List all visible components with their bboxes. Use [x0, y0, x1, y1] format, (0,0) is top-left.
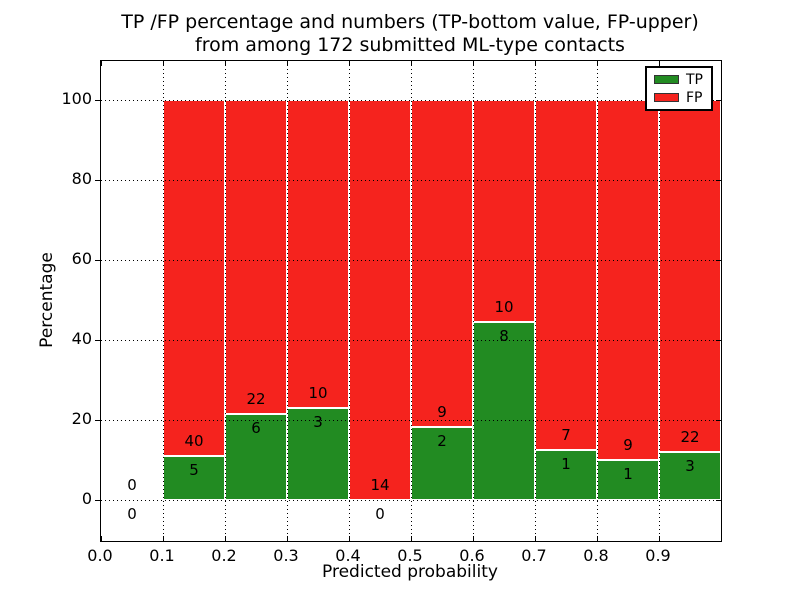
bar-segment-fp: [597, 100, 659, 460]
x-tick-label: 0.7: [521, 546, 547, 565]
y-tick-mark-right: [716, 420, 721, 421]
y-tick-label: 80: [71, 169, 92, 188]
bar-label-tp: 5: [189, 460, 199, 479]
bar-label-fp: 22: [246, 390, 266, 409]
x-tick-mark-top: [411, 61, 412, 66]
bar-segment-fp: [535, 100, 597, 450]
x-tick-mark-top: [163, 61, 164, 66]
bar-label-fp: 10: [494, 298, 514, 317]
y-axis-label: Percentage: [37, 252, 57, 348]
x-tick-mark-top: [287, 61, 288, 66]
y-tick-label: 40: [71, 329, 92, 348]
x-tick-mark: [535, 536, 536, 541]
chart-title-line1: TP /FP percentage and numbers (TP-bottom…: [121, 11, 699, 33]
legend-entry-tp: TP: [654, 73, 711, 87]
x-tick-mark: [163, 536, 164, 541]
legend: TP FP: [645, 66, 713, 111]
x-tick-mark-top: [473, 61, 474, 66]
y-gridline: [101, 500, 721, 501]
y-tick-mark: [95, 100, 100, 101]
bar-segment-fp: [411, 100, 473, 428]
y-tick-label: 100: [61, 89, 92, 108]
x-tick-mark: [659, 536, 660, 541]
x-tick-mark: [287, 536, 288, 541]
x-axis-label: Predicted probability: [322, 562, 498, 582]
bar-label-fp: 7: [561, 426, 571, 444]
bar-segment-tp: [597, 460, 659, 500]
y-tick-mark-right: [716, 180, 721, 181]
x-tick-label: 0.0: [87, 546, 113, 565]
tp-color-swatch: [654, 75, 679, 84]
bar-label-fp: 14: [370, 476, 390, 494]
bar-label-tp: 2: [437, 432, 447, 451]
bar-segment-fp: [287, 100, 349, 408]
y-tick-mark-right: [716, 340, 721, 341]
bar-label-tp: 8: [499, 327, 509, 346]
y-tick-label: 20: [71, 409, 92, 428]
x-tick-mark: [101, 536, 102, 541]
x-tick-label: 0.5: [397, 546, 423, 565]
x-tick-mark-top: [349, 61, 350, 66]
x-tick-mark-top: [535, 61, 536, 66]
x-tick-mark: [225, 536, 226, 541]
bar-label-tp: 1: [623, 465, 633, 483]
bar-segment-fp: [659, 100, 721, 452]
bar-label-fp: 0: [127, 476, 137, 494]
bar-label-tp: 6: [251, 419, 261, 438]
y-tick-mark-right: [716, 100, 721, 101]
bar-label-tp: 0: [375, 505, 385, 523]
legend-entry-fp: FP: [654, 91, 711, 105]
plot-area: 0 0 40 5 22 6 10 3 14 0 9 2 10 8 7 1 9 1 22 3: [95, 60, 722, 542]
bar-segment-tp: [225, 414, 287, 500]
y-tick-label: 0: [81, 489, 92, 508]
legend-label-fp: FP: [686, 89, 703, 106]
bar-label-fp: 10: [308, 383, 328, 402]
x-tick-label: 0.6: [459, 546, 485, 565]
fp-color-swatch: [654, 93, 679, 102]
bar-segment-tp: [163, 455, 225, 500]
y-tick-mark: [95, 180, 100, 181]
bar-label-tp: 3: [685, 457, 695, 475]
x-tick-label: 0.2: [211, 546, 237, 565]
bar-label-fp: 9: [437, 403, 447, 422]
bar-label-tp: 3: [313, 412, 323, 431]
x-tick-mark-top: [225, 61, 226, 66]
legend-label-tp: TP: [686, 71, 703, 88]
y-tick-mark: [95, 500, 100, 501]
bar-segment-fp: [163, 100, 225, 456]
bar-segment-tp: [473, 322, 535, 500]
bar-segment-fp: [473, 100, 535, 323]
bar-label-tp: 0: [127, 505, 137, 523]
bar-segment-fp: [349, 100, 411, 500]
y-tick-mark: [95, 340, 100, 341]
bar-segment-fp: [225, 100, 287, 415]
y-tick-mark-right: [716, 260, 721, 261]
x-tick-label: 0.9: [645, 546, 671, 565]
bar-label-fp: 22: [680, 428, 700, 446]
bar-label-tp: 1: [561, 455, 571, 473]
x-tick-label: 0.8: [583, 546, 609, 565]
y-tick-mark: [95, 260, 100, 261]
bar-label-fp: 9: [623, 436, 633, 454]
y-tick-label: 60: [71, 249, 92, 268]
x-tick-mark-top: [597, 61, 598, 66]
bar-segment-tp: [411, 427, 473, 500]
y-tick-mark-right: [716, 500, 721, 501]
x-tick-label: 0.4: [335, 546, 361, 565]
x-tick-label: 0.3: [273, 546, 299, 565]
x-tick-mark: [349, 536, 350, 541]
bar-label-fp: 40: [184, 431, 204, 450]
x-tick-label: 0.1: [149, 546, 175, 565]
x-tick-mark: [597, 536, 598, 541]
x-tick-mark-top: [101, 61, 102, 66]
x-tick-mark: [473, 536, 474, 541]
chart-title-line2: from among 172 submitted ML-type contact…: [195, 34, 625, 56]
x-tick-mark: [411, 536, 412, 541]
y-tick-mark: [95, 420, 100, 421]
